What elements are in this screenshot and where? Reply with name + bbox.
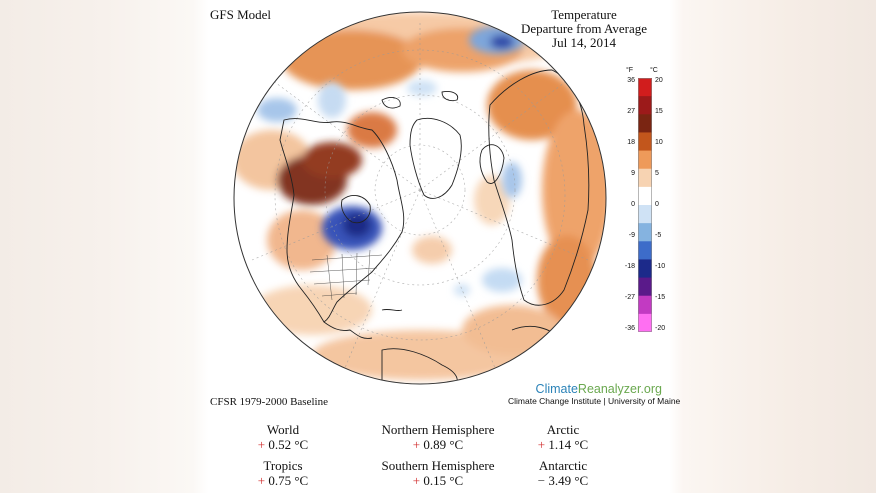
scale-tick-f: 36 (627, 77, 635, 84)
scale-tick-f: -18 (624, 263, 635, 270)
scale-color-step (638, 96, 652, 115)
site-logo-part2: Reanalyzer.org (577, 382, 662, 396)
title-line-2: Departure from Average (520, 21, 648, 36)
scale-unit-c: °C (650, 67, 658, 74)
stat-value: − 3.49 °C (488, 473, 638, 488)
stat-antarctic: Antarctic − 3.49 °C (488, 458, 638, 488)
scale-tick-c: 15 (655, 108, 663, 115)
stat-sign: + (257, 473, 266, 488)
stat-sign: − (537, 473, 546, 488)
institution-label: Climate Change Institute | University of… (508, 396, 681, 406)
scale-color-step (638, 168, 652, 188)
stat-name: Antarctic (538, 458, 588, 473)
scale-color-step (638, 223, 652, 242)
scale-color-step (638, 114, 652, 133)
scale-color-step (638, 186, 652, 206)
scale-tick-f: 9 (631, 170, 635, 177)
title-line-3: Jul 14, 2014 (552, 35, 616, 50)
scale-tick-f: -9 (628, 232, 635, 239)
stat-number: 0.89 °C (423, 437, 464, 452)
stat-value: + 0.52 °C (208, 437, 358, 452)
scale-color-step (638, 205, 652, 224)
scale-color-step (638, 241, 652, 260)
stat-tropics: Tropics + 0.75 °C (208, 458, 358, 488)
scale-tick-c: -10 (655, 263, 666, 270)
scale-tick-f: -27 (624, 294, 635, 301)
scale-color-step (638, 259, 652, 279)
stat-value: + 1.14 °C (488, 437, 638, 452)
site-logo[interactable]: ClimateReanalyzer.org (508, 382, 662, 396)
stat-value: + 0.15 °C (343, 473, 533, 488)
scale-tick-c: 10 (655, 139, 663, 146)
site-logo-part1: Climate (535, 382, 578, 396)
scale-tick-f: 0 (631, 201, 635, 208)
scale-tick-c: -15 (655, 294, 666, 301)
globe-map (233, 11, 607, 385)
scale-bar (638, 78, 652, 332)
scale-color-step (638, 277, 652, 297)
stat-southern-hemisphere: Southern Hemisphere + 0.15 °C (343, 458, 533, 488)
region-stats: World + 0.52 °C Northern Hemisphere + 0.… (208, 422, 669, 492)
scale-tick-f: -36 (624, 325, 635, 332)
stat-value: + 0.89 °C (343, 437, 533, 452)
model-label: GFS Model (210, 7, 272, 22)
stat-name: Northern Hemisphere (381, 422, 495, 437)
map-panel: GFS Model Temperature Departure from Ave… (208, 0, 681, 493)
stat-sign: + (412, 437, 421, 452)
scale-color-step (638, 295, 652, 315)
stat-name: Arctic (546, 422, 580, 437)
scale-tick-c: 20 (655, 77, 663, 84)
stat-world: World + 0.52 °C (208, 422, 358, 452)
stat-arctic: Arctic + 1.14 °C (488, 422, 638, 452)
scale-tick-c: 0 (655, 201, 659, 208)
stat-sign: + (537, 437, 546, 452)
stat-sign: + (412, 473, 421, 488)
scale-color-step (638, 78, 652, 97)
scale-color-step (638, 150, 652, 170)
stat-name: Southern Hemisphere (381, 458, 495, 473)
scale-color-step (638, 132, 652, 152)
stat-number: 1.14 °C (548, 437, 589, 452)
stat-northern-hemisphere: Northern Hemisphere + 0.89 °C (343, 422, 533, 452)
scale-color-step (638, 313, 652, 332)
scale-tick-c: -20 (655, 325, 666, 332)
scale-tick-f: 27 (627, 108, 635, 115)
branding: ClimateReanalyzer.org Climate Change Ins… (508, 382, 681, 407)
map-title: Temperature Departure from Average Jul 1… (509, 8, 659, 50)
color-scale: °F °C 36 27 18 9 0 -9 -18 -27 -36 20 15 10 5 0 -5 -10 -1… (612, 64, 668, 336)
stat-name: World (266, 422, 300, 437)
stat-value: + 0.75 °C (208, 473, 358, 488)
stat-number: 0.75 °C (268, 473, 309, 488)
scale-tick-f: 18 (627, 139, 635, 146)
scale-border (638, 78, 652, 332)
scale-unit-f: °F (626, 67, 634, 74)
baseline-label: CFSR 1979-2000 Baseline (210, 396, 328, 408)
stat-number: 3.49 °C (548, 473, 589, 488)
stat-number: 0.52 °C (268, 437, 309, 452)
scale-tick-c: 5 (655, 170, 659, 177)
stat-number: 0.15 °C (423, 473, 464, 488)
stat-name: Tropics (263, 458, 303, 473)
title-line-1: Temperature (551, 7, 617, 22)
stat-sign: + (257, 437, 266, 452)
scale-tick-c: -5 (655, 232, 662, 239)
